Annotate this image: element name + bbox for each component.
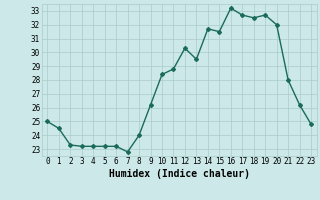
X-axis label: Humidex (Indice chaleur): Humidex (Indice chaleur)	[109, 169, 250, 179]
